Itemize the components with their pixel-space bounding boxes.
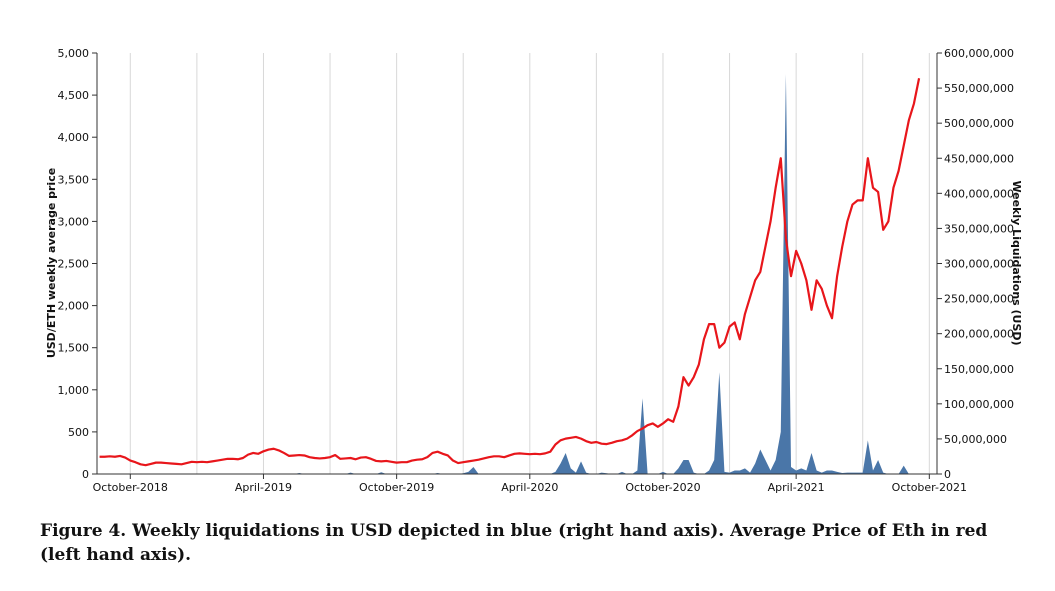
y2-tick-label-9: 450,000,000 xyxy=(944,152,1014,165)
y2-tick-label-7: 350,000,000 xyxy=(944,222,1014,235)
y2-tick-label-2: 100,000,000 xyxy=(944,398,1014,411)
y-tick-label-6: 3,000 xyxy=(58,215,90,228)
y2-tick-label-5: 250,000,000 xyxy=(944,293,1014,306)
chart-svg: October-2018 April-2019 October-2019 April-… xyxy=(45,47,1023,494)
price-line xyxy=(99,78,921,467)
x-tick-label-0: October-2018 xyxy=(93,481,168,494)
y2-tick-label-0: 0 xyxy=(944,468,951,481)
left-axis-title: USD/ETH weekly average price xyxy=(45,168,58,358)
y-tick-label-5: 2,500 xyxy=(58,258,90,271)
y-tick-label-1: 500 xyxy=(68,426,89,439)
x-tick-label-1: April-2019 xyxy=(235,481,292,494)
y-tick-label-9: 4,500 xyxy=(58,89,90,102)
x-tick-label-4: October-2020 xyxy=(625,481,700,494)
grid-lines xyxy=(129,53,930,474)
price-series xyxy=(99,78,921,467)
y-tick-label-4: 2,000 xyxy=(58,300,90,313)
figure-caption: Figure 4. Weekly liquidations in USD dep… xyxy=(40,521,988,565)
y-tick-label-3: 1,500 xyxy=(58,342,90,355)
x-tick-label-3: April-2020 xyxy=(501,481,558,494)
chart-container: October-2018 April-2019 October-2019 April-… xyxy=(45,47,1023,494)
y2-tick-label-4: 200,000,000 xyxy=(944,328,1014,341)
y2-tick-label-1: 50,000,000 xyxy=(944,433,1007,446)
right-axis-title: Weekly Liquidations (USD) xyxy=(1010,180,1023,345)
y-tick-label-2: 1,000 xyxy=(58,384,90,397)
x-tick-label-6: October-2021 xyxy=(892,481,967,494)
y-tick-label-8: 4,000 xyxy=(58,131,90,144)
y2-tick-label-10: 500,000,000 xyxy=(944,117,1014,130)
x-tick-label-5: April-2021 xyxy=(768,481,825,494)
y-tick-label-10: 5,000 xyxy=(58,47,90,60)
y-tick-label-7: 3,500 xyxy=(58,173,90,186)
y2-tick-label-6: 300,000,000 xyxy=(944,258,1014,271)
tick-labels: October-2018 April-2019 October-2019 April-… xyxy=(58,47,1014,494)
y-tick-label-0: 0 xyxy=(82,468,89,481)
y2-tick-label-12: 600,000,000 xyxy=(944,47,1014,60)
y2-tick-label-3: 150,000,000 xyxy=(944,363,1014,376)
x-tick-label-2: October-2019 xyxy=(359,481,434,494)
y2-tick-label-11: 550,000,000 xyxy=(944,82,1014,95)
axes xyxy=(92,52,942,479)
y2-tick-label-8: 400,000,000 xyxy=(944,187,1014,200)
